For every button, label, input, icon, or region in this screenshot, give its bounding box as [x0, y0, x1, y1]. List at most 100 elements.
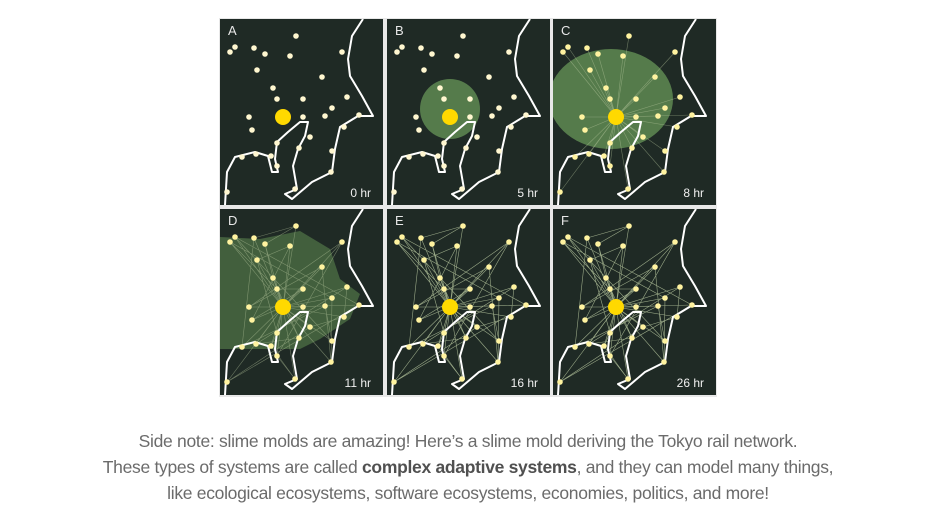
caption: Side note: slime molds are amazing! Here…	[0, 428, 936, 506]
food-source	[582, 317, 588, 323]
food-source	[319, 264, 325, 270]
food-source	[662, 295, 668, 301]
food-source	[460, 33, 466, 39]
food-source	[557, 189, 563, 195]
food-source	[307, 324, 313, 330]
food-source	[296, 335, 302, 341]
food-source	[496, 338, 502, 344]
panel-time: 5 hr	[517, 186, 538, 200]
food-source	[586, 341, 592, 347]
food-source	[595, 241, 601, 247]
coastline	[391, 19, 541, 205]
food-source	[416, 317, 422, 323]
food-source	[253, 341, 259, 347]
food-source	[322, 113, 328, 119]
food-source	[489, 303, 495, 309]
food-source	[459, 376, 465, 382]
food-source	[496, 295, 502, 301]
food-source	[652, 74, 658, 80]
food-source	[394, 49, 400, 55]
food-source	[601, 343, 607, 349]
food-source	[441, 286, 447, 292]
food-source	[607, 330, 613, 336]
food-source	[391, 189, 397, 195]
food-source	[486, 264, 492, 270]
food-source	[463, 145, 469, 151]
food-source	[674, 314, 680, 320]
food-source	[674, 124, 680, 130]
food-source	[399, 44, 405, 50]
food-source	[584, 45, 590, 51]
food-source	[262, 241, 268, 247]
food-source	[391, 379, 397, 385]
tube-network	[559, 35, 693, 193]
food-source	[633, 96, 639, 102]
food-source	[626, 33, 632, 39]
food-source	[467, 304, 473, 310]
food-source	[508, 124, 514, 130]
food-source	[454, 53, 460, 59]
food-source	[454, 243, 460, 249]
food-source	[251, 235, 257, 241]
food-source	[292, 376, 298, 382]
food-source	[565, 234, 571, 240]
food-source	[274, 140, 280, 146]
food-source	[441, 163, 447, 169]
food-source	[587, 67, 593, 73]
food-source	[633, 114, 639, 120]
food-source	[251, 45, 257, 51]
food-source	[329, 148, 335, 154]
food-source	[603, 85, 609, 91]
food-source	[322, 303, 328, 309]
panel-e: E 16 hr	[387, 209, 550, 395]
food-source	[406, 154, 412, 160]
food-source	[655, 303, 661, 309]
tube-network	[559, 225, 693, 383]
food-source	[246, 114, 252, 120]
panel-time: 26 hr	[676, 376, 704, 390]
coastline	[224, 19, 374, 205]
food-source	[496, 148, 502, 154]
food-source	[287, 53, 293, 59]
map-image	[553, 19, 707, 205]
food-source	[239, 154, 245, 160]
food-source	[232, 234, 238, 240]
food-source	[287, 243, 293, 249]
food-source	[595, 51, 601, 57]
map-image	[224, 19, 374, 205]
food-source	[341, 314, 347, 320]
food-source	[441, 330, 447, 336]
panel-letter: D	[228, 213, 238, 228]
food-source	[249, 317, 255, 323]
food-source	[268, 343, 274, 349]
food-source	[496, 105, 502, 111]
food-source	[232, 44, 238, 50]
map-image	[220, 209, 374, 395]
food-source	[344, 94, 350, 100]
food-source	[418, 235, 424, 241]
food-source	[625, 186, 631, 192]
food-source	[489, 113, 495, 119]
food-source	[227, 49, 233, 55]
food-source	[239, 344, 245, 350]
food-source	[356, 302, 362, 308]
food-source	[420, 341, 426, 347]
food-source	[603, 275, 609, 281]
food-source	[607, 286, 613, 292]
food-source	[523, 112, 529, 118]
panel-letter: E	[395, 213, 404, 228]
food-source	[655, 113, 661, 119]
panel-letter: A	[228, 23, 237, 38]
food-source	[495, 359, 501, 365]
food-source	[413, 114, 419, 120]
food-source	[270, 85, 276, 91]
food-source	[467, 114, 473, 120]
food-source	[421, 67, 427, 73]
food-source	[421, 257, 427, 263]
food-source	[300, 286, 306, 292]
food-source	[435, 153, 441, 159]
food-source	[293, 223, 299, 229]
food-source	[607, 353, 613, 359]
food-source	[652, 264, 658, 270]
food-source	[296, 145, 302, 151]
